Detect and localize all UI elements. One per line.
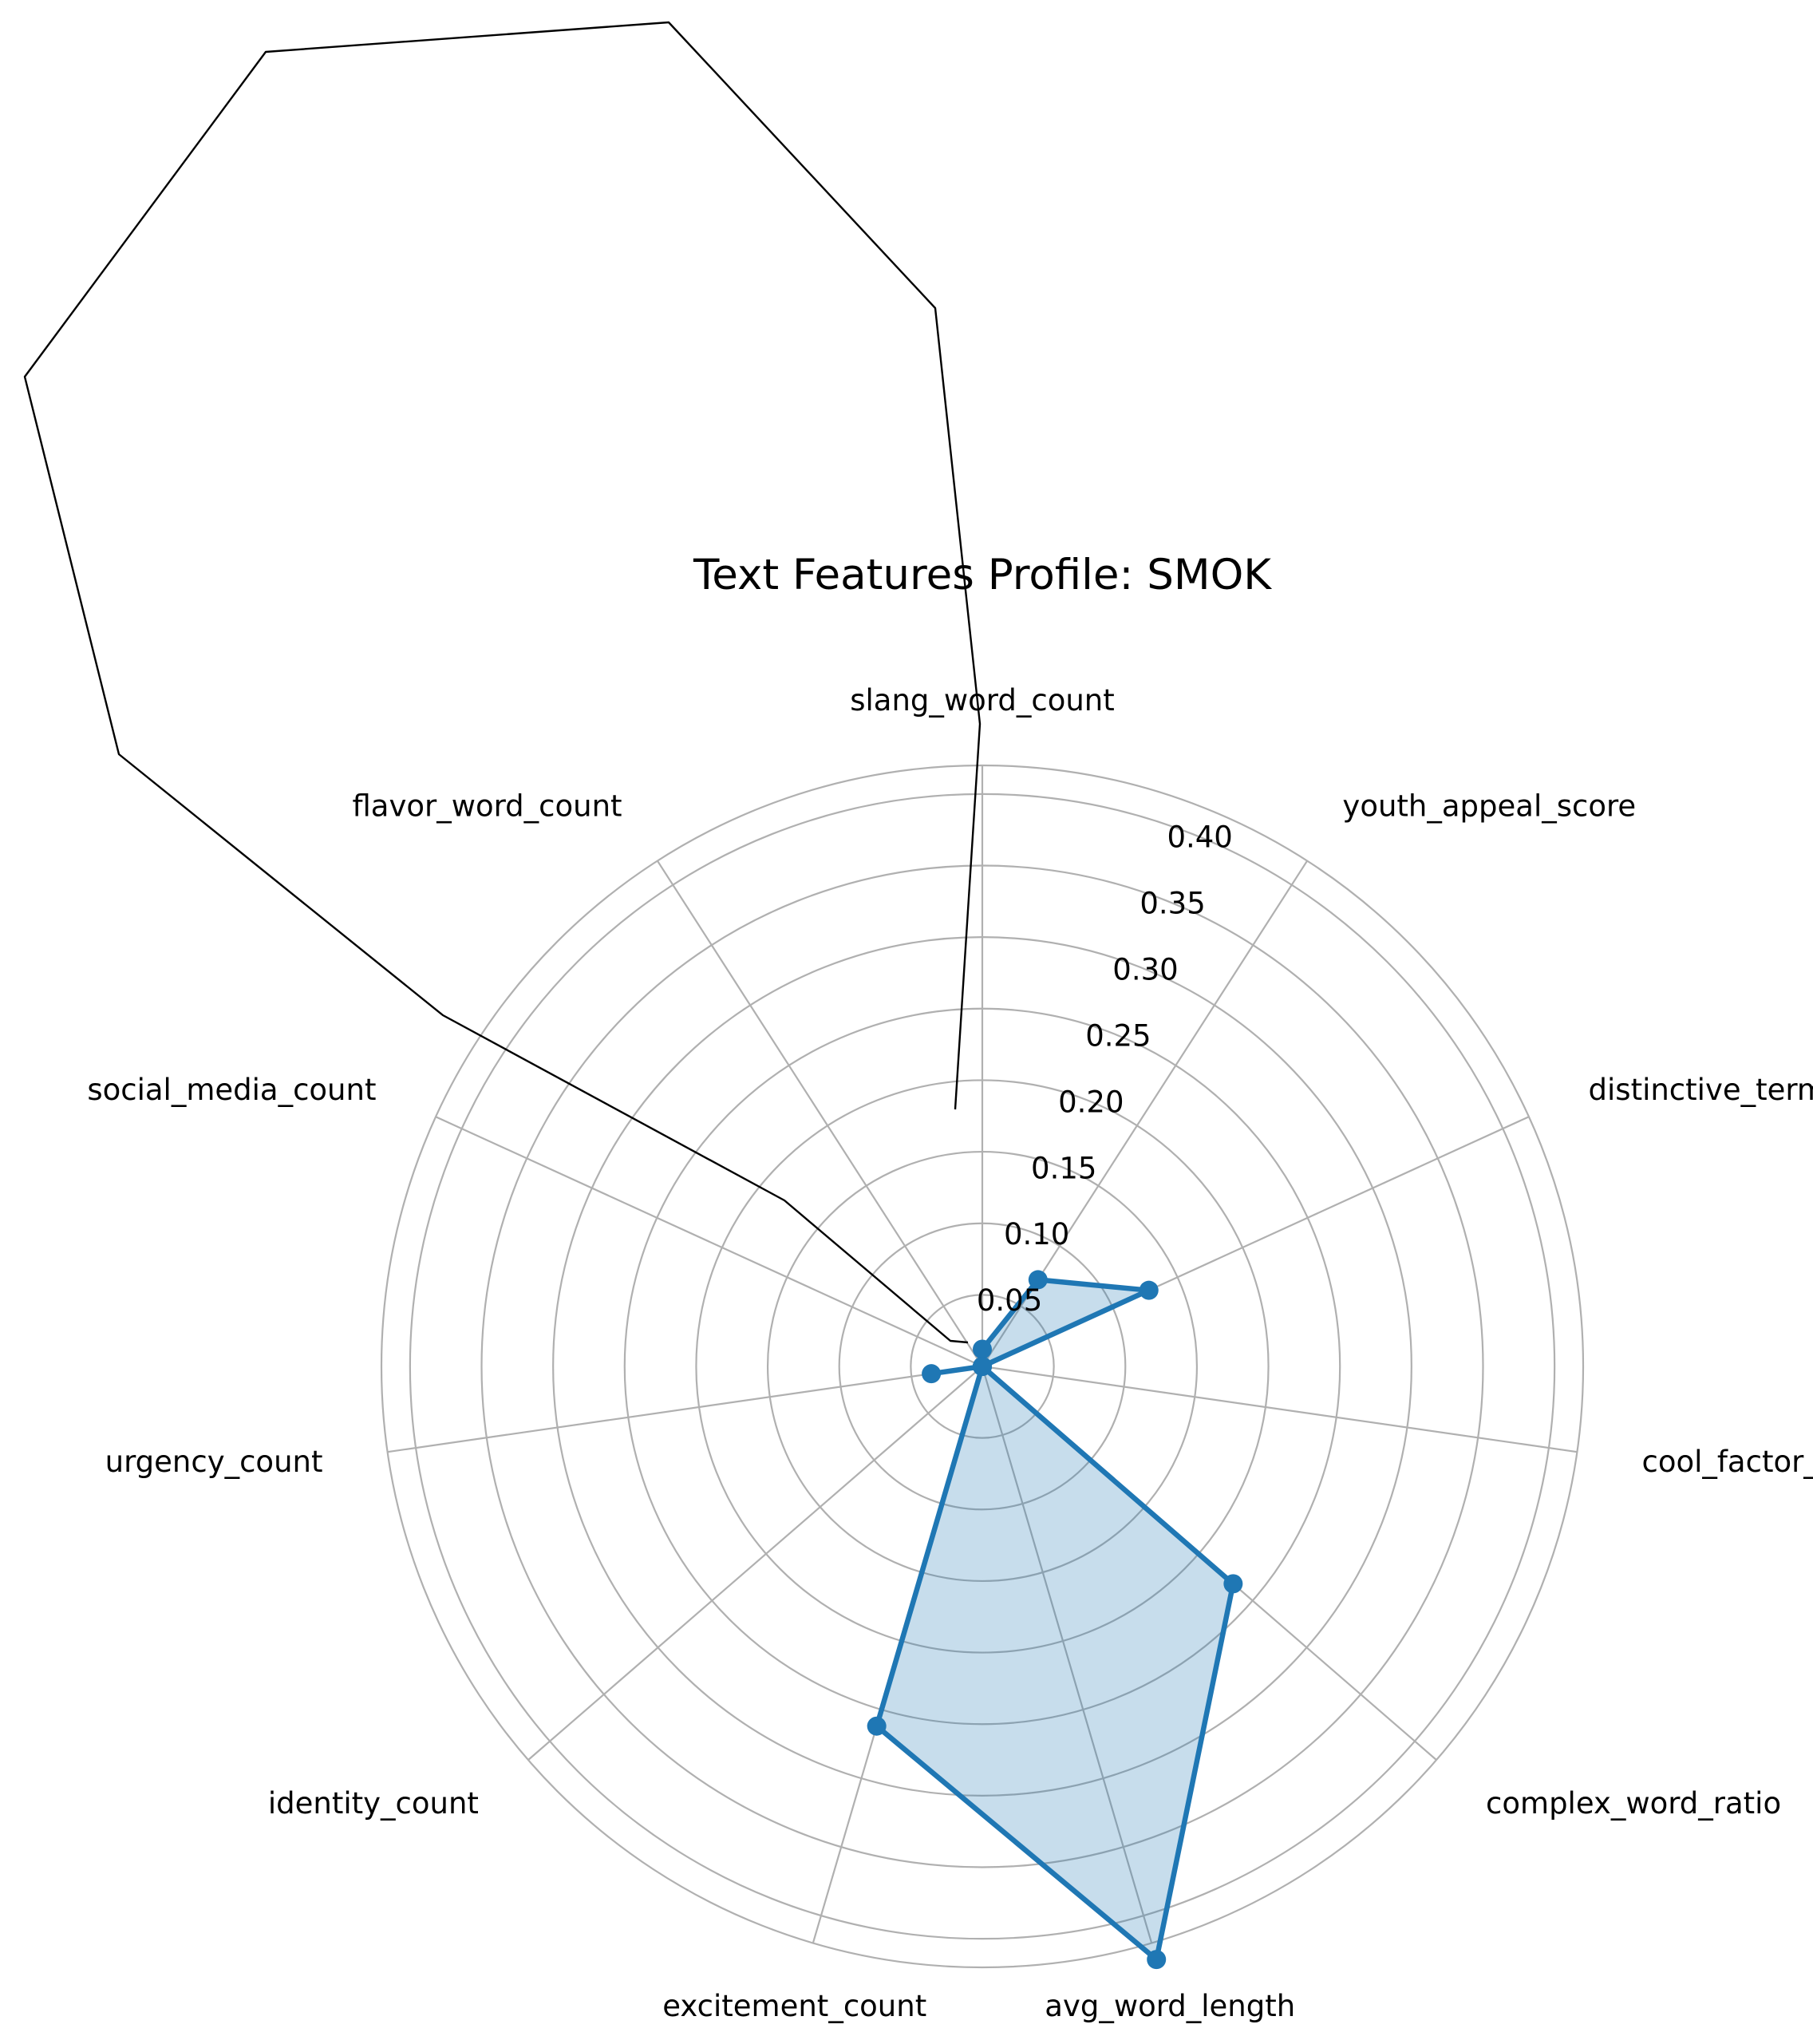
- axis-label-urgency_count: urgency_count: [105, 1445, 323, 1479]
- data-point-complex_word_ratio: [1223, 1574, 1243, 1594]
- grid-spoke: [981, 1366, 1153, 1943]
- data-point-youth_appeal_score: [1028, 1270, 1048, 1290]
- axis-label-complex_word_ratio: complex_word_ratio: [1486, 1786, 1781, 1821]
- data-point-excitement_count: [867, 1716, 887, 1736]
- axis-label-slang_word_count: slang_word_count: [850, 683, 1115, 718]
- axis-label-avg_word_length: avg_word_length: [1045, 1989, 1295, 2023]
- grid-spoke: [387, 1365, 983, 1453]
- axis-label-identity_count: identity_count: [268, 1786, 479, 1821]
- grid-spoke: [435, 1116, 983, 1368]
- grid-spoke: [982, 1365, 1578, 1453]
- series-area: [876, 1279, 1234, 1960]
- grid-spoke: [656, 860, 983, 1367]
- axis-label-youth_appeal_score: youth_appeal_score: [1342, 789, 1636, 824]
- rtick-label: 0.15: [1031, 1151, 1096, 1185]
- frame-outline-path: [23, 21, 982, 1344]
- rtick-label: 0.20: [1058, 1085, 1124, 1119]
- axis-label-excitement_count: excitement_count: [662, 1989, 926, 2023]
- rtick-label: 0.40: [1167, 820, 1232, 855]
- axis-label-cool_factor_count: cool_factor_count: [1642, 1445, 1813, 1479]
- radial-tick-labels: 0.05 0.10 0.15 0.20 0.25 0.30 0.35 0.40: [977, 820, 1233, 1318]
- axis-label-social_media_count: social_media_count: [87, 1073, 376, 1107]
- axis-label-flavor_word_count: flavor_word_count: [353, 789, 622, 824]
- rtick-label: 0.05: [977, 1283, 1042, 1318]
- rtick-label: 0.30: [1112, 953, 1178, 987]
- category-labels: slang_word_count youth_appeal_scoredistin…: [87, 683, 1813, 2023]
- data-point-avg_word_length: [1147, 1950, 1167, 1970]
- data-point-urgency_count: [922, 1364, 942, 1384]
- rtick-label: 0.10: [1004, 1217, 1069, 1251]
- data-point-slang_word_count: [973, 1339, 992, 1359]
- grid-spoke: [527, 1366, 983, 1761]
- chart-title: Text Features Profile: SMOK: [693, 551, 1272, 599]
- rtick-label: 0.25: [1085, 1018, 1151, 1053]
- data-point-distinctive_term_score: [1139, 1280, 1159, 1300]
- rtick-label: 0.35: [1140, 887, 1205, 921]
- data-point-flavor_word_count: [973, 1357, 992, 1376]
- frame-outline: [23, 21, 982, 1344]
- series-layer: [867, 1270, 1243, 1970]
- axis-label-distinctive_term_score: distinctive_term_score: [1589, 1073, 1813, 1107]
